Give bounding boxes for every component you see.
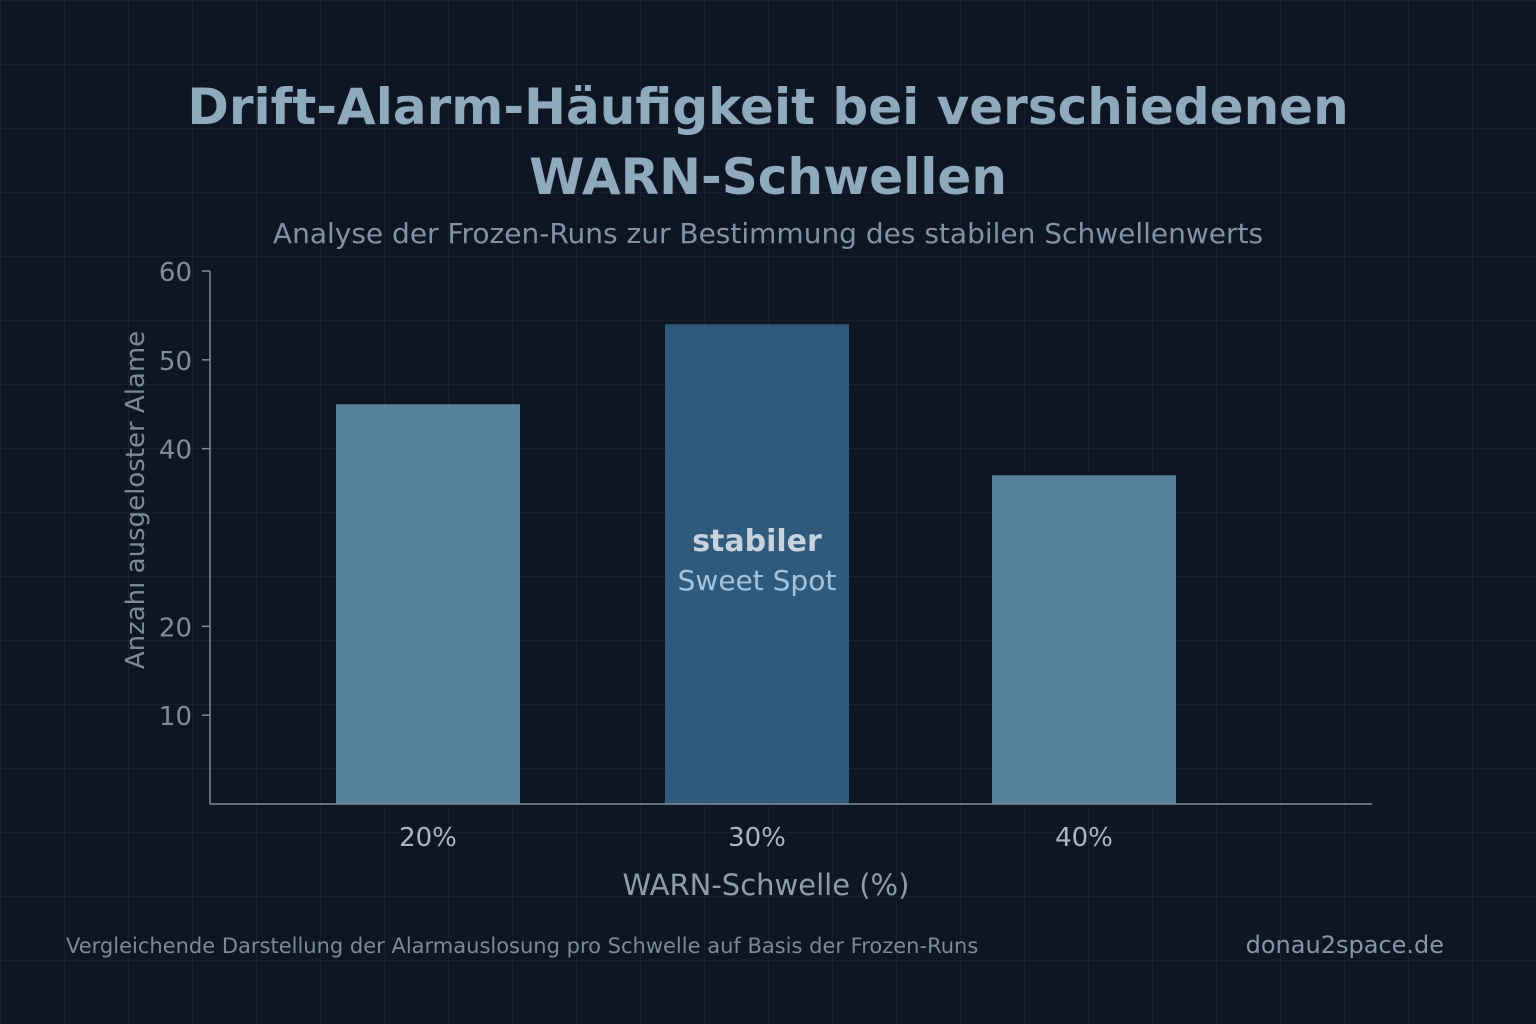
y-tick-label: 50 [159, 347, 192, 377]
footer-brand: donau2space.de [1245, 931, 1444, 959]
annotation-stabiler: stabiler [692, 524, 822, 559]
y-axis-ticks: 10 20 40 50 60 [159, 258, 210, 732]
bar-30pct [665, 324, 849, 804]
bar-40pct [992, 475, 1176, 804]
y-tick-label: 60 [159, 258, 192, 288]
annotation-sweet-spot: Sweet Spot [678, 564, 837, 597]
x-tick-label: 40% [1055, 823, 1113, 853]
chart-title: Drift-Alarm-Häufigkeit bei verschiedenen… [187, 78, 1349, 206]
x-axis-ticks: 20% 30% 40% [399, 823, 1113, 853]
y-tick-label: 10 [159, 702, 192, 732]
y-axis-label: Anzahı ausgeloster Alame [121, 331, 151, 669]
footer-note: Vergleichende Darstellung der Alarmauslo… [66, 934, 979, 958]
x-tick-label: 30% [728, 823, 786, 853]
y-tick-label: 40 [159, 436, 192, 466]
chart-subtitle: Analyse der Frozen-Runs zur Bestimmung d… [272, 217, 1264, 250]
x-axis-label: WARN-Schwelle (%) [623, 868, 910, 902]
bars [336, 324, 1176, 804]
x-tick-label: 20% [399, 823, 457, 853]
bar-20pct [336, 404, 520, 804]
y-tick-label: 20 [159, 613, 192, 643]
